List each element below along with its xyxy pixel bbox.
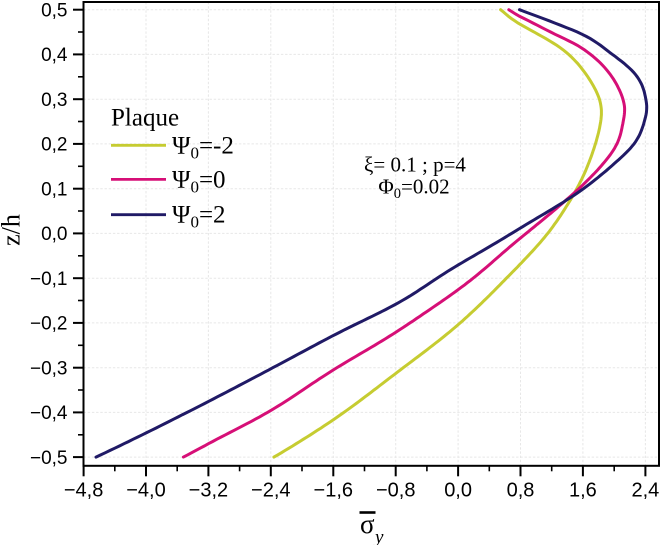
svg-text:0,8: 0,8 <box>507 480 535 502</box>
svg-text:−0,4: −0,4 <box>30 403 68 424</box>
svg-text:Plaque: Plaque <box>111 105 179 132</box>
svg-text:Φ0=0.02: Φ0=0.02 <box>378 175 449 203</box>
svg-text:2,4: 2,4 <box>631 480 659 502</box>
svg-text:y: y <box>373 527 384 545</box>
svg-text:Ψ0=2: Ψ0=2 <box>172 202 226 232</box>
svg-text:0,0: 0,0 <box>444 480 472 502</box>
svg-text:−2,4: −2,4 <box>251 480 290 502</box>
svg-text:−0,5: −0,5 <box>30 448 68 469</box>
svg-text:z/h: z/h <box>0 214 26 246</box>
svg-text:1,6: 1,6 <box>569 480 597 502</box>
svg-text:Ψ0=0: Ψ0=0 <box>172 166 226 196</box>
svg-text:−0,1: −0,1 <box>30 269 68 290</box>
svg-text:−4,0: −4,0 <box>126 480 165 502</box>
svg-text:−0,3: −0,3 <box>30 358 68 379</box>
svg-text:−3,2: −3,2 <box>189 480 228 502</box>
svg-text:0,3: 0,3 <box>41 90 67 111</box>
svg-text:−0,8: −0,8 <box>376 480 415 502</box>
svg-text:0,0: 0,0 <box>41 224 67 245</box>
svg-text:σ: σ <box>360 509 375 539</box>
svg-text:ξ= 0.1 ; p=4: ξ= 0.1 ; p=4 <box>364 153 466 177</box>
svg-text:0,1: 0,1 <box>41 179 67 200</box>
svg-text:0,4: 0,4 <box>41 45 68 66</box>
svg-text:0,2: 0,2 <box>41 135 67 156</box>
svg-text:Ψ0=-2: Ψ0=-2 <box>172 132 234 162</box>
svg-text:−4,8: −4,8 <box>64 480 103 502</box>
svg-text:−1,6: −1,6 <box>314 480 353 502</box>
svg-text:0,5: 0,5 <box>41 0 67 21</box>
svg-text:−0,2: −0,2 <box>30 314 68 335</box>
